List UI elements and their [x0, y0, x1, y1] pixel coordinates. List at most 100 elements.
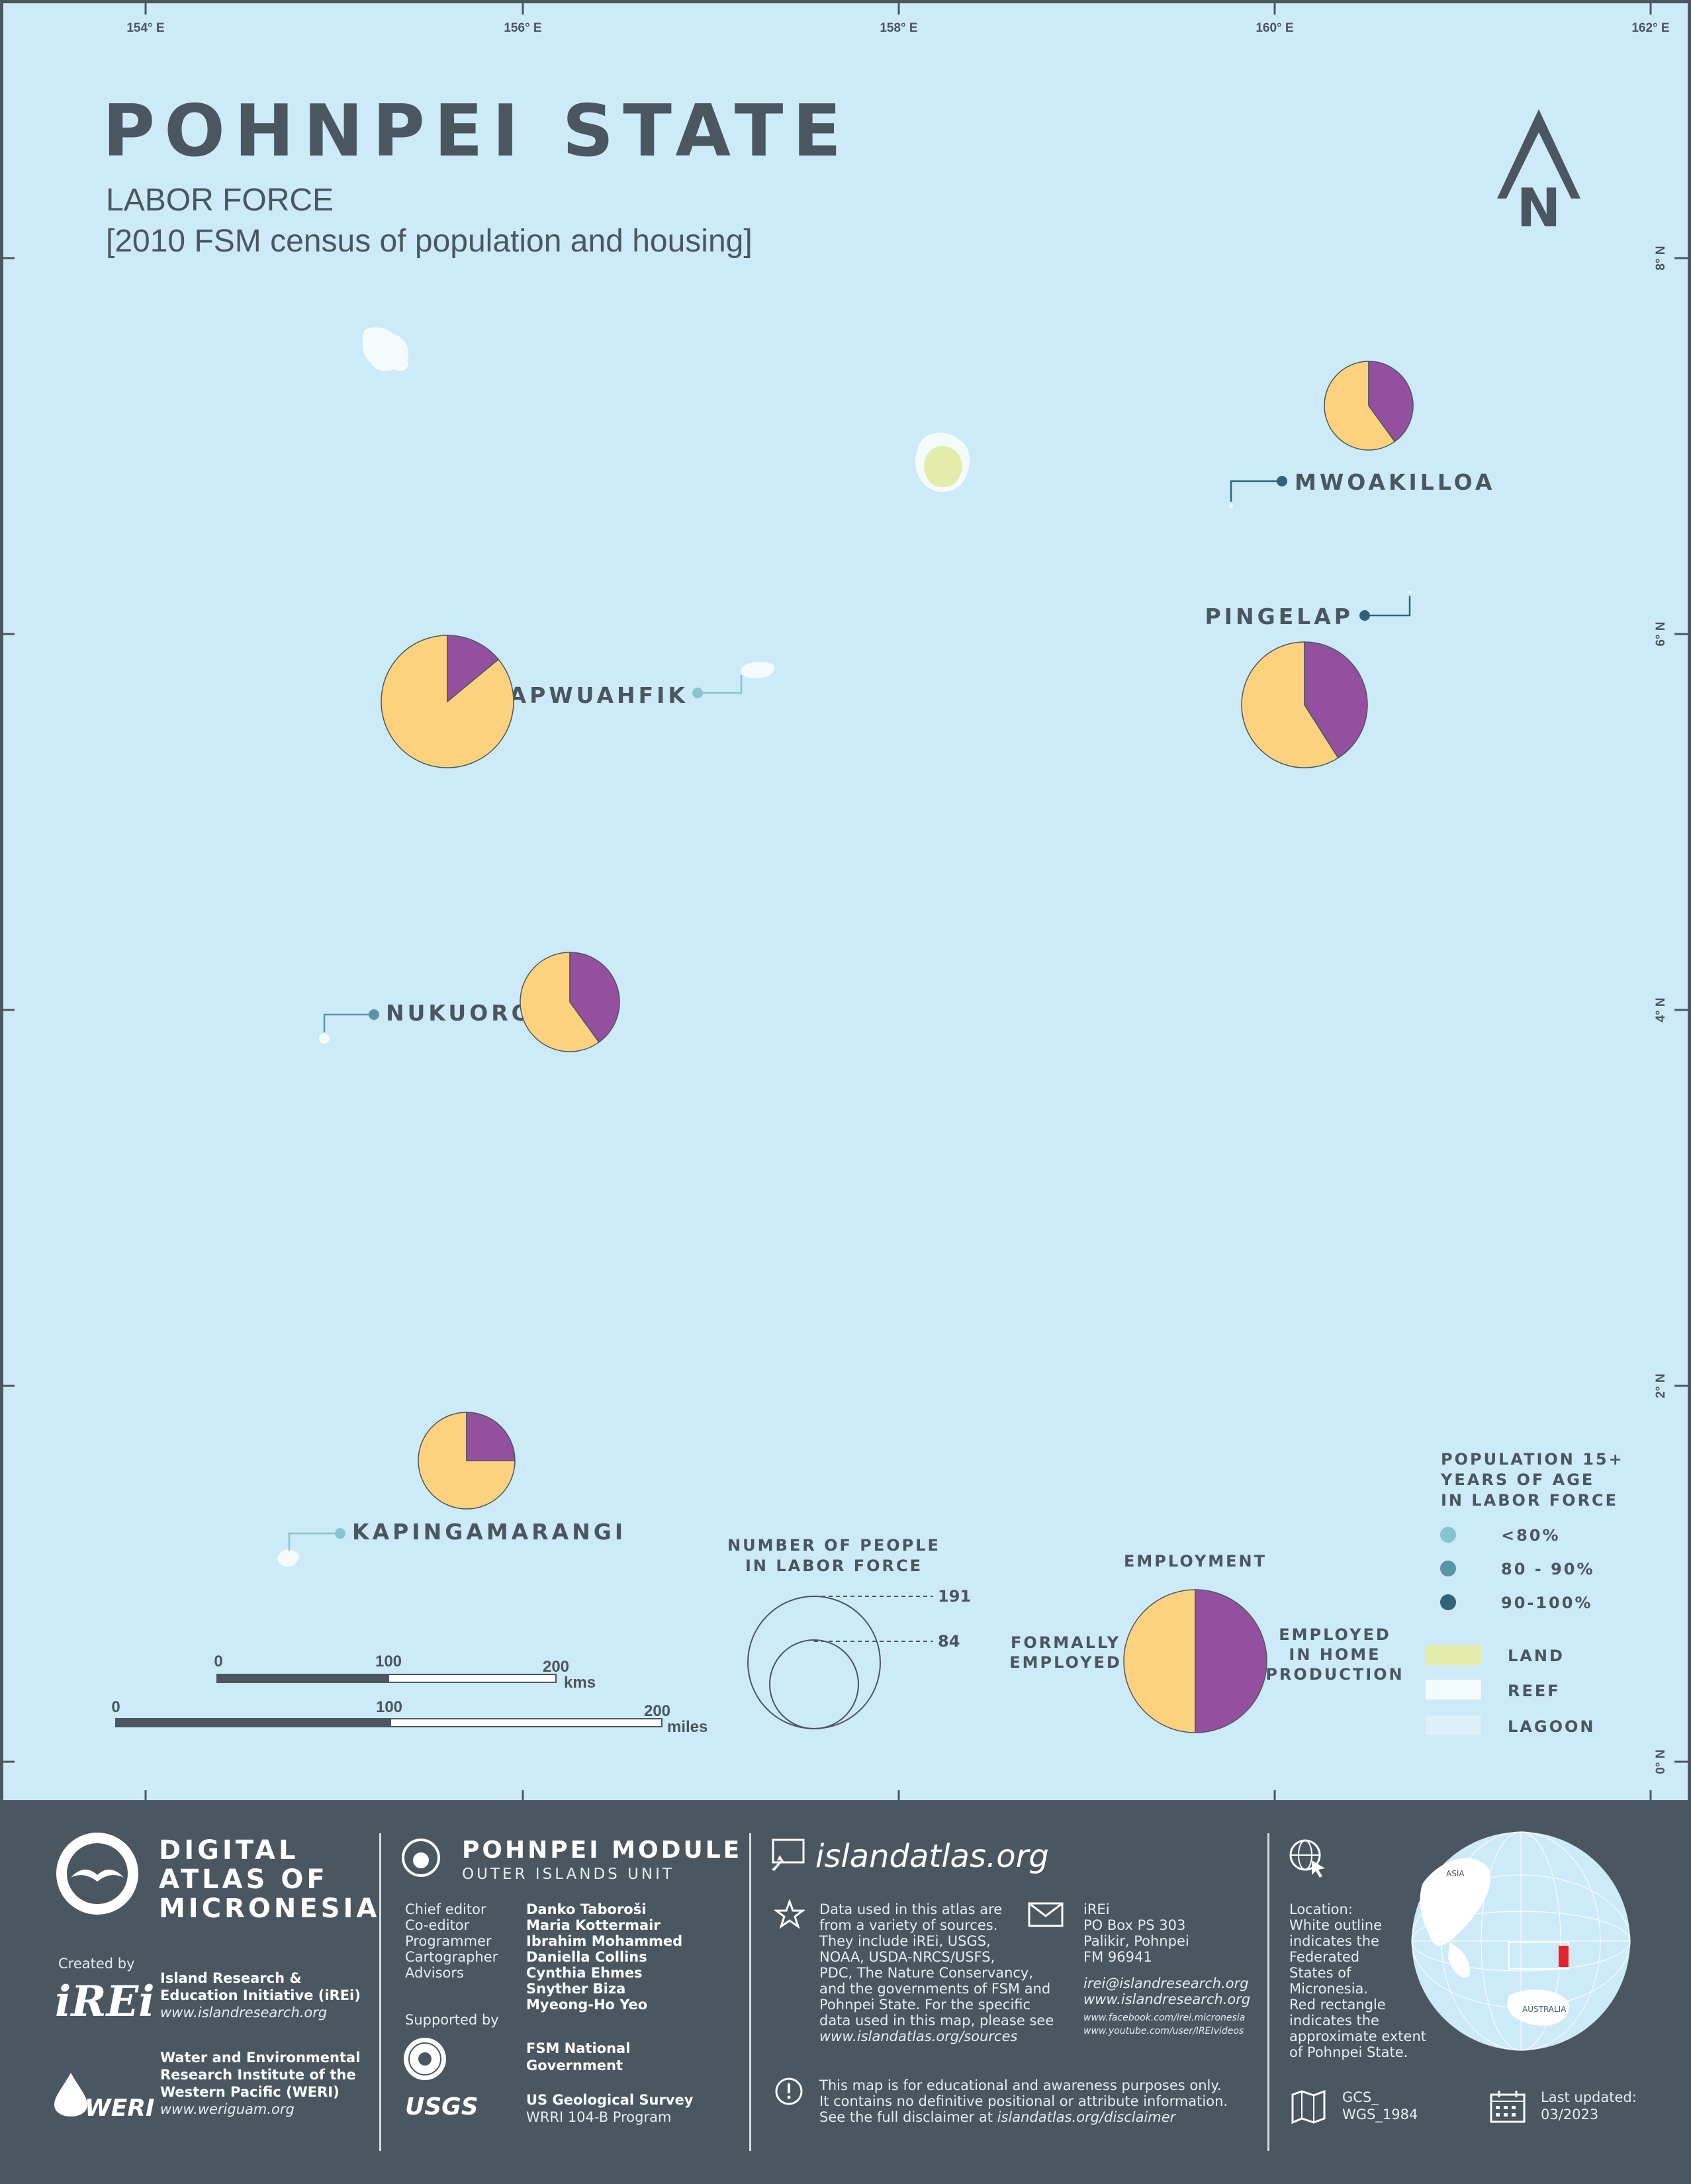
home-production-label-2: IN HOME [1289, 1645, 1381, 1664]
usgs-name-2: WRRI 104-B Program [526, 2109, 672, 2125]
lat-tick-2: 2° N [1654, 1373, 1668, 1398]
irei-url[interactable]: www.islandresearch.org [160, 2005, 328, 2021]
pop-legend-title-2: YEARS OF AGE [1440, 1471, 1594, 1489]
pie-mwoakilloa-home-production-slice [1368, 361, 1414, 443]
lat-tick-0: 0° N [1654, 1749, 1668, 1774]
label-pingelap: PINGELAP [1205, 604, 1353, 629]
lon-tick-162: 162° E [1631, 21, 1669, 35]
weri-url[interactable]: www.weriguam.org [160, 2101, 295, 2117]
employment-legend-pie [1123, 1589, 1267, 1733]
data-line-8: data used in this map, please see [819, 2013, 1054, 2028]
role-programmer: Programmer [405, 1933, 492, 1949]
km-bar-light [388, 1674, 557, 1683]
lagoon-label: LAGOON [1508, 1717, 1595, 1736]
data-line-1: Data used in this atlas are [819, 1901, 1003, 1917]
person-4: Daniella Collins [526, 1949, 647, 1965]
mi-unit: miles [667, 1718, 708, 1736]
mi-100: 100 [376, 1698, 402, 1716]
person-1: Danko Taboroši [526, 1901, 647, 1917]
role-co-editor: Co-editor [405, 1917, 470, 1933]
irei-logo: iREi [55, 1977, 155, 2026]
home-production-label-1: EMPLOYED [1279, 1625, 1391, 1644]
irei-name-1: Island Research & [160, 1970, 302, 1986]
created-by-label: Created by [58, 1956, 135, 1972]
weri-name-1: Water and Environmental [160, 2050, 361, 2066]
north-arrow-icon: N [1497, 109, 1580, 239]
info-icon [775, 2077, 803, 2105]
person-5: Cynthia Ehmes [526, 1965, 643, 1981]
map-subtitle-census: [2010 FSM census of population and housi… [106, 224, 753, 259]
scale-bar: 0 100 200 kms 0 100 200 miles [111, 1653, 708, 1736]
contact-line-2: PO Box PS 303 [1083, 1917, 1186, 1933]
ocean-background [0, 0, 1691, 1803]
data-sources-link[interactable]: www.islandatlas.org/sources [819, 2028, 1018, 2044]
pie-pingelap [1241, 641, 1368, 768]
pop-class-90-100: 90-100% [1501, 1594, 1593, 1612]
site-link[interactable]: islandatlas.org [815, 1838, 1049, 1875]
irei-name-2: Education Initiative (iREi) [160, 1987, 361, 2003]
nukuoro-atoll [319, 1033, 330, 1044]
reef-label: REEF [1508, 1682, 1561, 1700]
pie-pingelap-formally-employed-slice [1241, 641, 1339, 768]
calendar-icon [1490, 2091, 1526, 2123]
north-label: N [1517, 177, 1561, 239]
atlas-name-3: MICRONESIA [159, 1893, 381, 1924]
disclaimer-link[interactable]: islandatlas.org/disclaimer [997, 2109, 1176, 2125]
pie-kapingamarangi-home-production-slice [466, 1412, 516, 1461]
locator-globe: ASIA AUSTRALIA [1411, 1831, 1631, 2051]
data-line-3: They include iREi, USGS, [819, 1933, 991, 1949]
sapwuahfik-atoll [741, 662, 775, 678]
person-6: Snyther Biza [526, 1981, 626, 1997]
role-chief-editor: Chief editor [405, 1901, 486, 1917]
pie-sapwuahfik [381, 635, 514, 768]
data-line-4: NOAA, USDA-NRCS/USFS, [819, 1949, 995, 1965]
land-features [277, 327, 1412, 1567]
pop-dot-80-90 [1440, 1561, 1456, 1576]
pie-pingelap-home-production-slice [1304, 641, 1368, 759]
employment-legend-title: EMPLOYMENT [1124, 1552, 1267, 1570]
map-subtitle: LABOR FORCE [106, 183, 334, 218]
weri-name-2: Research Institute of the [160, 2067, 356, 2083]
contact-youtube[interactable]: www.youtube.com/user/IREIvideos [1083, 2026, 1244, 2036]
location-line-8: indicates the [1289, 2013, 1379, 2028]
pie-nukuoro-home-production-slice [569, 952, 620, 1043]
contact-line-4: FM 96941 [1083, 1949, 1152, 1965]
legend-pie-home-production-slice [1195, 1589, 1267, 1733]
home-production-label-3: PRODUCTION [1265, 1665, 1404, 1684]
supported-by-label: Supported by [405, 2012, 499, 2028]
globe-label-asia: ASIA [1446, 1869, 1465, 1878]
fsm-seal-icon [404, 2038, 446, 2080]
location-line-6: Micronesia. [1289, 1981, 1369, 1997]
role-cartographer: Cartographer [405, 1949, 498, 1965]
contact-web[interactable]: www.islandresearch.org [1083, 1991, 1251, 2007]
footer: DIGITAL ATLAS OF MICRONESIA Created by i… [0, 1803, 1691, 2184]
contact-email[interactable]: irei@islandresearch.org [1083, 1976, 1249, 1991]
location-line-9: approximate extent [1289, 2028, 1426, 2044]
formally-employed-label-2: EMPLOYED [1009, 1653, 1122, 1672]
population-legend: POPULATION 15+ YEARS OF AGE IN LABOR FOR… [1426, 1450, 1622, 1736]
land-label: LAND [1508, 1647, 1565, 1665]
data-sources-text: Data used in this atlas are from a varie… [819, 1901, 1054, 2044]
legend-pie-formally-employed-slice [1123, 1589, 1196, 1733]
lat-tick-4: 4° N [1654, 997, 1668, 1022]
disclaimer-line-1: This map is for educational and awarenes… [819, 2077, 1222, 2093]
footer-divider-1 [379, 1833, 381, 2151]
label-nukuoro: NUKUORO [386, 1000, 533, 1026]
footer-divider-3 [1267, 1833, 1269, 2151]
disclaimer-line-3: See the full disclaimer at [819, 2109, 997, 2125]
lon-tick-158: 158° E [880, 21, 917, 35]
pie-mwoakilloa [1324, 361, 1414, 451]
pingelap-dot [1359, 610, 1370, 621]
leader-lines [288, 480, 1411, 1551]
formally-employed-label-1: FORMALLY [1011, 1633, 1120, 1652]
module-title: POHNPEI MODULE [462, 1837, 743, 1864]
pop-dot-90-100 [1440, 1594, 1456, 1610]
data-line-2: from a variety of sources. [819, 1917, 998, 1933]
contact-line-1: iREi [1083, 1901, 1110, 1917]
pie-kapingamarangi-formally-employed-slice [418, 1412, 516, 1510]
nukuoro-dot [369, 1009, 379, 1020]
label-kapingamarangi: KAPINGAMARANGI [352, 1519, 626, 1545]
contact-facebook[interactable]: www.facebook.com/irei.micronesia [1083, 2013, 1246, 2023]
location-line-1: Location: [1289, 1901, 1353, 1917]
